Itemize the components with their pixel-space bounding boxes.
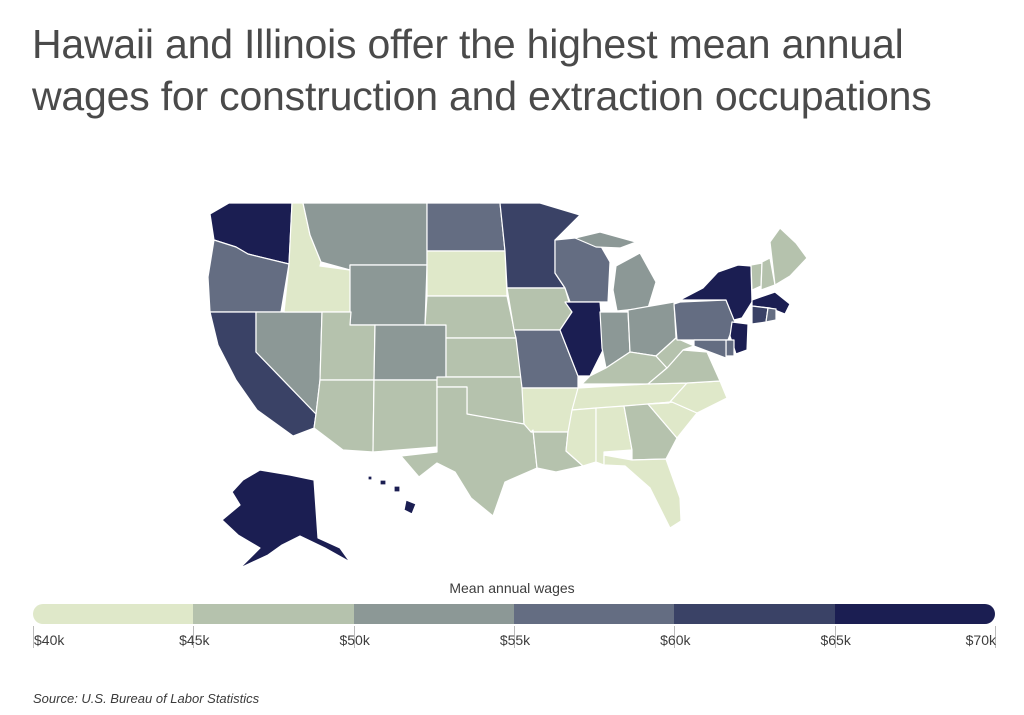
legend-segment [513,604,675,624]
legend-color-bar [33,604,995,624]
legend-segment [353,604,514,624]
state-HI[interactable] [367,475,417,515]
state-MI[interactable] [612,252,657,312]
legend-ticks: $40k $45k $50k $55k $60k $65k $70k [33,626,997,650]
state-PA[interactable] [673,299,736,341]
state-MI-UP[interactable] [574,231,637,249]
legend-tick-label: $55k [500,626,545,648]
state-AZ[interactable] [313,379,375,453]
legend-segment [674,604,835,624]
legend-tick-label: $60k [660,626,705,648]
chart-title: Hawaii and Illinois offer the highest me… [32,21,932,119]
state-CO[interactable] [373,324,447,381]
state-MT[interactable] [302,202,428,271]
state-WY[interactable] [349,264,428,326]
state-OR[interactable] [207,239,290,313]
state-layer [207,202,808,569]
state-KS[interactable] [445,337,523,378]
legend-tick-label: $50k [339,626,385,648]
legend-title: Mean annual wages [449,580,575,596]
state-DE[interactable] [725,339,735,357]
source-note: Source: U.S. Bureau of Labor Statistics [33,691,260,706]
state-VT[interactable] [750,262,763,291]
state-FL[interactable] [603,454,682,529]
legend-segment [193,604,354,624]
legend-tick-label: $70k [966,626,1024,648]
legend-tick-label: $45k [179,626,224,648]
state-IA[interactable] [506,287,573,331]
state-NM[interactable] [372,379,438,453]
state-ME[interactable] [769,227,808,286]
state-MD[interactable] [693,339,727,359]
state-IL[interactable] [559,301,605,377]
legend-segment [834,604,995,624]
legend-tick-label: $40k [33,626,64,648]
state-TX[interactable] [400,386,538,517]
state-RI[interactable] [765,307,777,323]
state-AK[interactable] [221,469,351,569]
state-WV[interactable] [655,337,695,369]
legend-tick-label: $65k [820,626,866,648]
state-SD[interactable] [426,250,508,297]
state-ND[interactable] [426,202,506,252]
legend-segment [33,604,194,624]
